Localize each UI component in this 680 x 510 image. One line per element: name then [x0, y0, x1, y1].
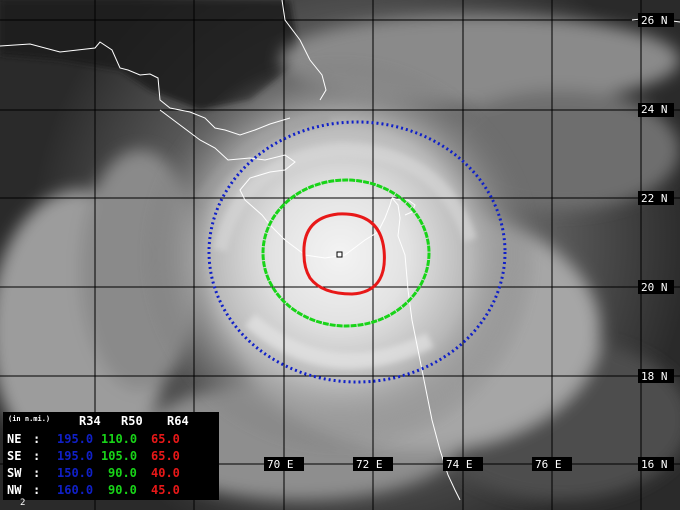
r64-value: 65.0 [151, 449, 180, 463]
r34-value: 150.0 [57, 466, 94, 480]
quadrant-label: NE [7, 432, 22, 446]
r50-value: 90.0 [108, 466, 137, 480]
latitude-labels: 26 N 24 N 22 N 20 N 18 N 16 N [638, 13, 674, 471]
storm-center-marker [336, 251, 343, 258]
lat-label-16: 16 N [641, 458, 668, 471]
quadrant-label: NW [7, 483, 22, 497]
longitude-labels: 70 E 72 E 74 E 76 E [264, 457, 572, 471]
r34-value: 195.0 [57, 449, 94, 463]
r34-value: 195.0 [57, 432, 94, 446]
r50-value: 105.0 [101, 449, 138, 463]
lat-label-22: 22 N [641, 192, 668, 205]
wind-radii-table: (in n.mi.) R34 R50 R64 NE : 195.0 110.0 … [3, 412, 219, 500]
footer-index-number: 2 [20, 498, 26, 508]
separator: : [33, 449, 41, 463]
spiral-bands [195, 115, 477, 369]
r50-value: 90.0 [108, 483, 137, 497]
quadrant-label: SE [7, 449, 22, 463]
r64-value: 45.0 [151, 483, 180, 497]
lon-label-70: 70 E [267, 458, 294, 471]
r50-wind-radius-ring [261, 178, 431, 328]
separator: : [33, 483, 41, 497]
r64-value: 40.0 [151, 466, 180, 480]
lon-label-72: 72 E [356, 458, 383, 471]
table-units-label: (in n.mi.) [8, 415, 51, 423]
lon-label-74: 74 E [446, 458, 473, 471]
r64-value: 65.0 [151, 432, 180, 446]
header-r34: R34 [79, 414, 101, 428]
quadrant-label: SW [7, 466, 22, 480]
lat-label-20: 20 N [641, 281, 668, 294]
r50-value: 110.0 [101, 432, 138, 446]
r34-wind-radius-ring [207, 120, 507, 384]
lat-label-26: 26 N [641, 14, 668, 27]
lat-label-24: 24 N [641, 103, 668, 116]
header-r50: R50 [121, 414, 143, 428]
lat-label-18: 18 N [641, 370, 668, 383]
separator: : [33, 466, 41, 480]
land-dark-region [0, 0, 300, 110]
lon-label-76: 76 E [535, 458, 562, 471]
header-r64: R64 [167, 414, 189, 428]
r34-value: 160.0 [57, 483, 94, 497]
r64-wind-radius-ring [302, 212, 386, 296]
separator: : [33, 432, 41, 446]
